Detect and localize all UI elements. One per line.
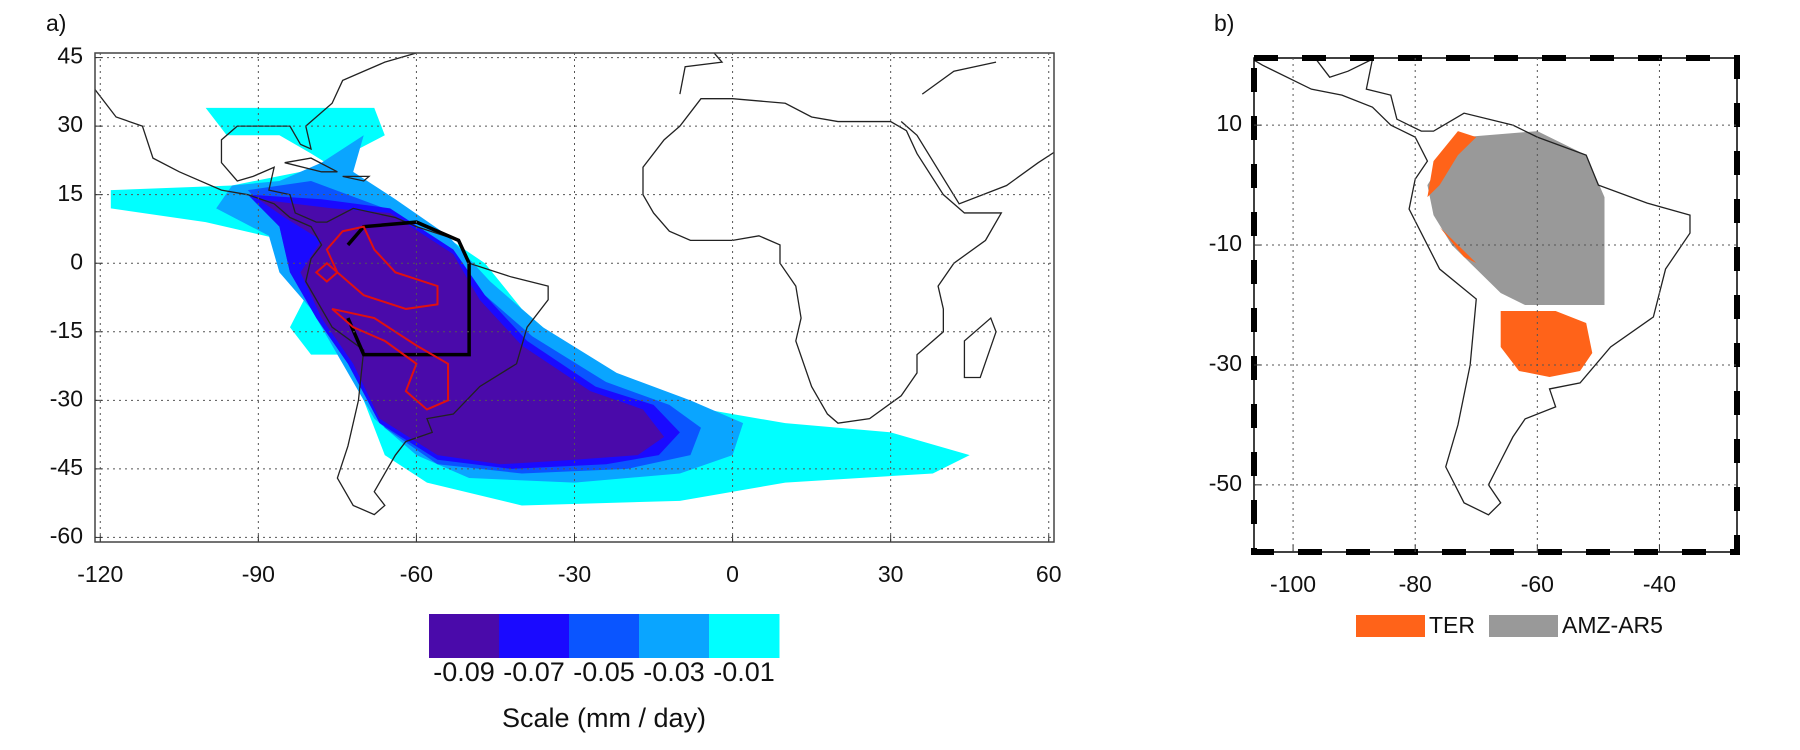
colorbar-swatch xyxy=(639,614,710,658)
x-tick-label: -120 xyxy=(77,561,123,587)
x-tick-label: -60 xyxy=(400,561,433,587)
colorbar-tick-label: -0.03 xyxy=(643,657,705,687)
colorbar-swatch xyxy=(569,614,640,658)
y-tick-label: 30 xyxy=(57,111,83,137)
x-tick-label: -30 xyxy=(558,561,591,587)
colorbar-label: Scale (mm / day) xyxy=(502,703,706,733)
y-tick-label: -45 xyxy=(50,454,83,480)
legend-swatch xyxy=(1356,615,1425,637)
y-tick-label: 0 xyxy=(70,248,83,274)
coastline xyxy=(1165,0,1690,515)
x-tick-label: 0 xyxy=(726,561,739,587)
y-tick-label: -30 xyxy=(50,385,83,411)
coastline xyxy=(285,44,1060,423)
region-box xyxy=(348,222,469,355)
map-frame-ticks xyxy=(1251,55,1740,555)
map-layers xyxy=(95,44,1060,515)
y-tick-label: -10 xyxy=(1209,230,1242,256)
contour xyxy=(316,227,448,410)
colorbar-tick-label: -0.01 xyxy=(713,657,775,687)
map-layers xyxy=(1165,0,1690,515)
x-tick-label: -40 xyxy=(1643,571,1676,597)
ter-region xyxy=(1427,131,1593,377)
legend-label: AMZ-AR5 xyxy=(1562,612,1663,638)
map-frame xyxy=(1253,57,1738,553)
y-tick-label: 15 xyxy=(57,180,83,206)
panel-label: a) xyxy=(46,10,66,36)
colorbar-tick-label: -0.09 xyxy=(433,657,495,687)
y-tick-label: -50 xyxy=(1209,470,1242,496)
panel-label: b) xyxy=(1214,10,1234,36)
y-tick-label: -30 xyxy=(1209,350,1242,376)
colorbar-swatch xyxy=(499,614,570,658)
y-tick-label: 10 xyxy=(1216,110,1242,136)
x-tick-label: 60 xyxy=(1036,561,1062,587)
colorbar-tick-label: -0.05 xyxy=(573,657,635,687)
map-b xyxy=(1165,0,1690,515)
amz-region xyxy=(1427,131,1605,305)
x-tick-label: -100 xyxy=(1270,571,1316,597)
y-tick-label: 45 xyxy=(57,43,83,69)
colorbar-swatch xyxy=(709,614,780,658)
x-tick-label: 30 xyxy=(878,561,904,587)
map-a xyxy=(95,44,1060,515)
y-tick-label: -60 xyxy=(50,523,83,549)
legend-label: TER xyxy=(1429,612,1475,638)
x-tick-label: -60 xyxy=(1521,571,1554,597)
x-tick-label: -90 xyxy=(242,561,275,587)
y-tick-label: -15 xyxy=(50,317,83,343)
colorbar-swatch xyxy=(429,614,500,658)
colorbar-tick-label: -0.07 xyxy=(503,657,565,687)
legend-swatch xyxy=(1489,615,1558,637)
x-tick-label: -80 xyxy=(1399,571,1432,597)
